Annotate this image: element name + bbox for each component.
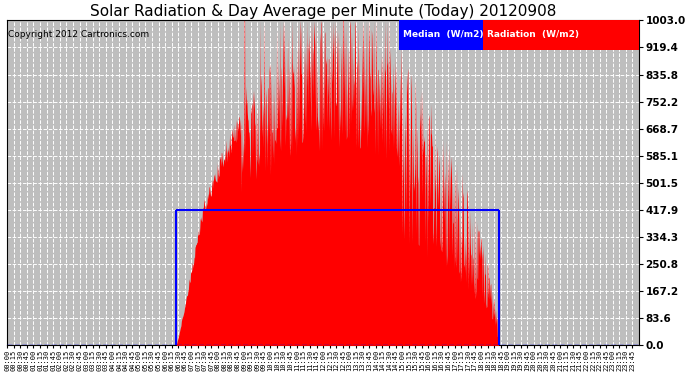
Text: Copyright 2012 Cartronics.com: Copyright 2012 Cartronics.com xyxy=(8,30,149,39)
Title: Solar Radiation & Day Average per Minute (Today) 20120908: Solar Radiation & Day Average per Minute… xyxy=(90,4,556,19)
